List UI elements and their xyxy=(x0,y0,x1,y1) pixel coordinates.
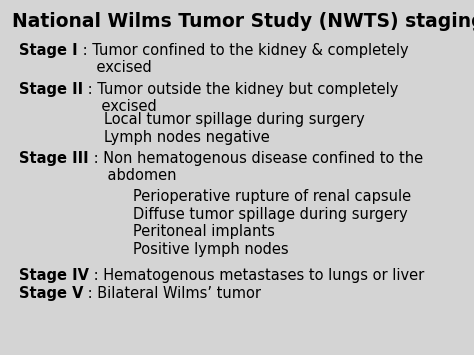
Text: Perioperative rupture of renal capsule: Perioperative rupture of renal capsule xyxy=(133,189,411,204)
Text: Stage III: Stage III xyxy=(19,151,89,166)
Text: : Tumor outside the kidney but completely
    excised: : Tumor outside the kidney but completel… xyxy=(83,82,399,114)
Text: Diffuse tumor spillage during surgery: Diffuse tumor spillage during surgery xyxy=(133,207,408,222)
Text: Lymph nodes negative: Lymph nodes negative xyxy=(104,130,270,144)
Text: Peritoneal implants: Peritoneal implants xyxy=(133,224,274,239)
Text: Stage V: Stage V xyxy=(19,286,83,301)
Text: Stage II: Stage II xyxy=(19,82,83,97)
Text: Local tumor spillage during surgery: Local tumor spillage during surgery xyxy=(104,112,365,127)
Text: Positive lymph nodes: Positive lymph nodes xyxy=(133,242,288,257)
Text: Stage I: Stage I xyxy=(19,43,78,58)
Text: : Bilateral Wilms’ tumor: : Bilateral Wilms’ tumor xyxy=(83,286,262,301)
Text: : Tumor confined to the kidney & completely
    excised: : Tumor confined to the kidney & complet… xyxy=(78,43,408,75)
Text: : Non hematogenous disease confined to the
    abdomen: : Non hematogenous disease confined to t… xyxy=(89,151,423,183)
Text: : Hematogenous metastases to lungs or liver: : Hematogenous metastases to lungs or li… xyxy=(89,268,424,283)
Text: National Wilms Tumor Study (NWTS) staging: National Wilms Tumor Study (NWTS) stagin… xyxy=(12,12,474,32)
Text: Stage IV: Stage IV xyxy=(19,268,89,283)
